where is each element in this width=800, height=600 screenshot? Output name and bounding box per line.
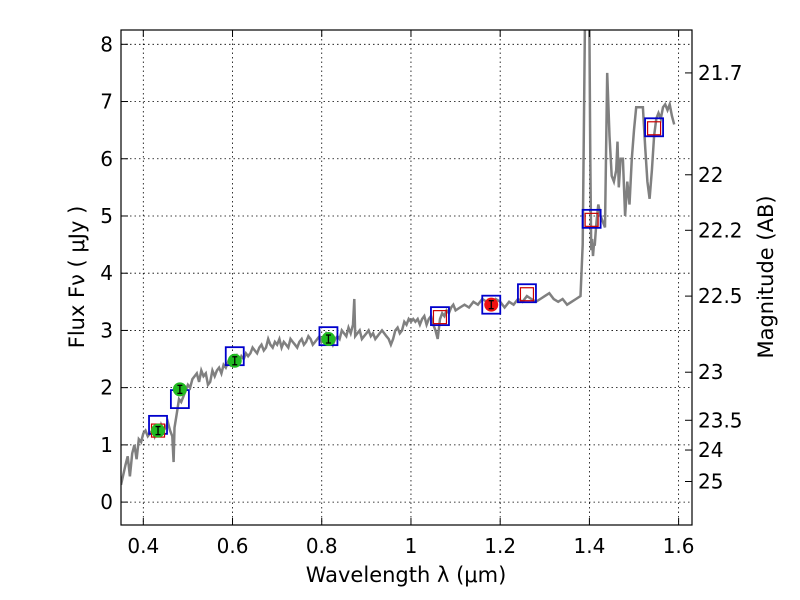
right-tick-label: 21.7	[698, 61, 743, 85]
observed-box-marker	[646, 121, 662, 136]
plot-frame	[120, 29, 693, 526]
model-box-marker	[581, 208, 602, 229]
right-tick-label: 23	[698, 360, 723, 384]
y-axis-right-label: Magnitude (AB)	[754, 195, 778, 358]
tick-labels: 0.4 0.6 0.8 1 1.2 1.4 1.601234567821.72222.222…	[100, 32, 742, 558]
x-tick-label: 1.6	[663, 534, 695, 558]
x-tick-label: 0.4	[127, 534, 159, 558]
y-tick-label: 4	[100, 261, 113, 285]
x-axis-label: Wavelength λ (μm)	[306, 563, 507, 587]
x-tick-label: 0.6	[217, 534, 249, 558]
right-tick-label: 24	[698, 438, 723, 462]
y-axis-label: Flux Fν ( μJy )	[65, 206, 89, 349]
x-tick-label: 0.8	[306, 534, 338, 558]
right-tick-label: 23.5	[698, 408, 743, 432]
y-tick-label: 3	[100, 318, 113, 342]
right-tick-label: 22	[698, 163, 723, 187]
right-tick-label: 22.5	[698, 284, 743, 308]
x-tick-label: 1.4	[573, 534, 605, 558]
grid-lines	[121, 30, 692, 525]
model-box-marker	[481, 294, 502, 315]
y-tick-label: 0	[100, 490, 113, 514]
right-tick-label: 22.2	[698, 218, 743, 242]
y-tick-label: 7	[100, 90, 113, 114]
x-tick-label: 1	[405, 534, 418, 558]
x-tick-label: 1.2	[484, 534, 516, 558]
model-box-marker	[517, 283, 537, 304]
model-box-marker	[644, 117, 664, 138]
right-tick-label: 25	[698, 470, 723, 494]
y-tick-label: 6	[100, 147, 113, 171]
y-tick-label: 5	[100, 204, 113, 228]
photometry-markers	[148, 117, 664, 438]
axis-ticks	[121, 30, 692, 525]
y-tick-label: 8	[100, 32, 113, 56]
observed-box-marker	[432, 310, 448, 325]
model-box-marker	[430, 306, 450, 327]
spectrum-line	[121, 30, 676, 486]
plot-area	[121, 30, 676, 486]
y-tick-label: 2	[100, 376, 113, 400]
y-tick-label: 1	[100, 433, 113, 457]
observed-box-marker	[519, 287, 535, 302]
observed-box-marker	[584, 212, 599, 227]
